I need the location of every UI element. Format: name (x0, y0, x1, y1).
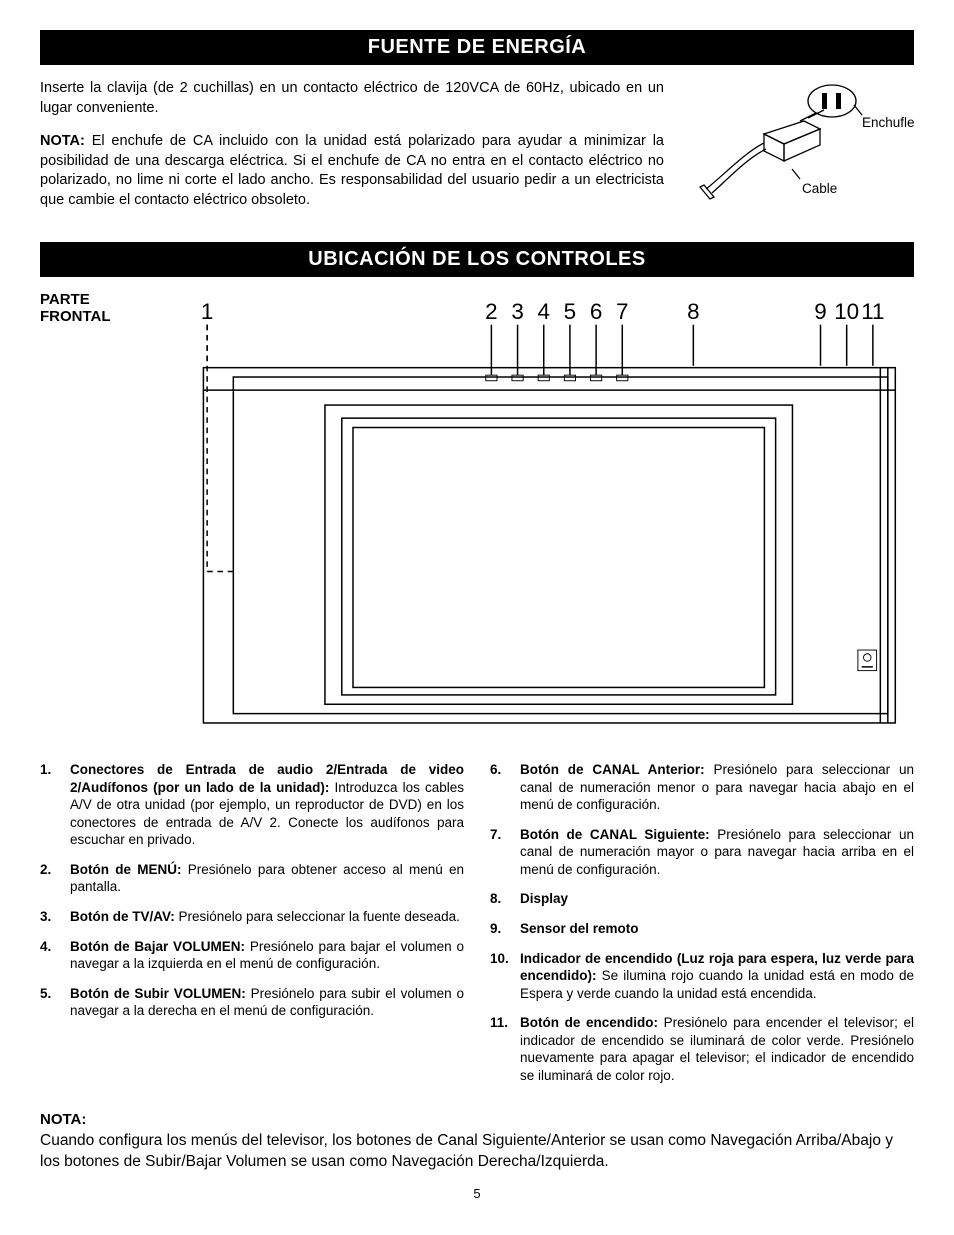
svg-text:8: 8 (687, 299, 699, 324)
item-desc: Botón de TV/AV: Presiónelo para seleccio… (70, 908, 464, 926)
energy-intro-block: Inserte la clavija (de 2 cuchillas) en u… (40, 79, 914, 224)
control-item: 6.Botón de CANAL Anterior: Presiónelo pa… (490, 761, 914, 814)
item-bold: Botón de encendido: (520, 1015, 658, 1030)
item-desc: Botón de Bajar VOLUMEN: Presiónelo para … (70, 938, 464, 973)
energy-text: Inserte la clavija (de 2 cuchillas) en u… (40, 79, 664, 224)
item-bold: Botón de CANAL Siguiente: (520, 827, 710, 842)
item-desc: Botón de MENÚ: Presiónelo para obtener a… (70, 861, 464, 896)
plug-label-ac: Enchufle AC (862, 115, 914, 130)
item-desc: Botón de CANAL Anterior: Presiónelo para… (520, 761, 914, 814)
controls-col-right: 6.Botón de CANAL Anterior: Presiónelo pa… (490, 761, 914, 1096)
frontal-heading: PARTE FRONTAL (40, 291, 150, 325)
section-title-controls: UBICACIÓN DE LOS CONTROLES (40, 242, 914, 277)
item-bold: Conectores de Entrada de audio 2/Entrada… (70, 762, 464, 795)
item-number: 11. (490, 1014, 510, 1084)
tv-diagram: 1 234567 8 9 1011 (166, 291, 914, 743)
item-bold: Botón de CANAL Anterior: (520, 762, 705, 777)
item-desc: Display (520, 890, 914, 908)
tv-front-svg: 1 234567 8 9 1011 (166, 291, 914, 740)
control-item: 5. Botón de Subir VOLUMEN: Presiónelo par… (40, 985, 464, 1020)
control-item: 7.Botón de CANAL Siguiente: Presiónelo p… (490, 826, 914, 879)
energy-note-para: NOTA: El enchufe de CA incluido con la u… (40, 132, 664, 210)
item-number: 1. (40, 761, 60, 849)
control-item: 9. Sensor del remoto (490, 920, 914, 938)
svg-text:1: 1 (201, 299, 213, 324)
svg-text:6: 6 (590, 299, 602, 324)
item-bold: Botón de Subir VOLUMEN: (70, 986, 246, 1001)
svg-text:10: 10 (834, 299, 859, 324)
bottom-note-text: Cuando configura los menús del televisor… (40, 1131, 914, 1173)
item-desc: Botón de Subir VOLUMEN: Presiónelo para … (70, 985, 464, 1020)
controls-col-left: 1. Conectores de Entrada de audio 2/Entra… (40, 761, 464, 1096)
svg-text:3: 3 (511, 299, 523, 324)
svg-text:11: 11 (861, 299, 884, 324)
plug-figure: Enchufle AC Cable (684, 79, 914, 224)
control-item: 4. Botón de Bajar VOLUMEN: Presiónelo par… (40, 938, 464, 973)
item-desc: Indicador de encendido (Luz roja para es… (520, 950, 914, 1003)
item-bold: Indicador de encendido (Luz roja para es… (520, 951, 914, 984)
item-number: 8. (490, 890, 510, 908)
energy-note-text: El enchufe de CA incluido con la unidad … (40, 133, 664, 208)
item-number: 6. (490, 761, 510, 814)
control-item: 8. Display (490, 890, 914, 908)
plug-label-cable: Cable (802, 181, 837, 196)
item-number: 7. (490, 826, 510, 879)
bottom-note-label: NOTA: (40, 1110, 914, 1130)
controls-diagram-row: PARTE FRONTAL 1 234567 8 9 1011 (40, 291, 914, 743)
item-number: 5. (40, 985, 60, 1020)
control-item: 10. Indicador de encendido (Luz roja para… (490, 950, 914, 1003)
item-number: 4. (40, 938, 60, 973)
item-number: 3. (40, 908, 60, 926)
control-item: 3. Botón de TV/AV: Presiónelo para selecc… (40, 908, 464, 926)
bottom-note: NOTA: Cuando configura los menús del tel… (40, 1110, 914, 1172)
item-desc: Conectores de Entrada de audio 2/Entrada… (70, 761, 464, 849)
svg-text:4: 4 (537, 299, 549, 324)
plug-icon: Enchufle AC Cable (684, 79, 914, 209)
svg-text:9: 9 (814, 299, 826, 324)
item-number: 9. (490, 920, 510, 938)
item-bold: Botón de Bajar VOLUMEN: (70, 939, 245, 954)
svg-text:7: 7 (616, 299, 628, 324)
item-number: 2. (40, 861, 60, 896)
energy-intro-para: Inserte la clavija (de 2 cuchillas) en u… (40, 79, 664, 118)
item-bold: Botón de MENÚ: (70, 862, 182, 877)
svg-text:5: 5 (564, 299, 576, 324)
section-title-energy: FUENTE DE ENERGÍA (40, 30, 914, 65)
item-desc: Sensor del remoto (520, 920, 914, 938)
control-item: 2. Botón de MENÚ: Presiónelo para obtener… (40, 861, 464, 896)
controls-description-columns: 1. Conectores de Entrada de audio 2/Entra… (40, 761, 914, 1096)
item-bold: Botón de TV/AV: (70, 909, 175, 924)
control-item: 11. Botón de encendido: Presiónelo para e… (490, 1014, 914, 1084)
diagram-frontal-label: PARTE FRONTAL (40, 291, 150, 331)
svg-text:2: 2 (485, 299, 497, 324)
item-number: 10. (490, 950, 510, 1003)
item-desc: Botón de encendido: Presiónelo para ence… (520, 1014, 914, 1084)
item-bold: Display (520, 891, 568, 906)
control-item: 1. Conectores de Entrada de audio 2/Entra… (40, 761, 464, 849)
energy-note-label: NOTA: (40, 133, 85, 149)
item-desc: Botón de CANAL Siguiente: Presiónelo par… (520, 826, 914, 879)
page-number: 5 (40, 1186, 914, 1201)
item-bold: Sensor del remoto (520, 921, 639, 936)
